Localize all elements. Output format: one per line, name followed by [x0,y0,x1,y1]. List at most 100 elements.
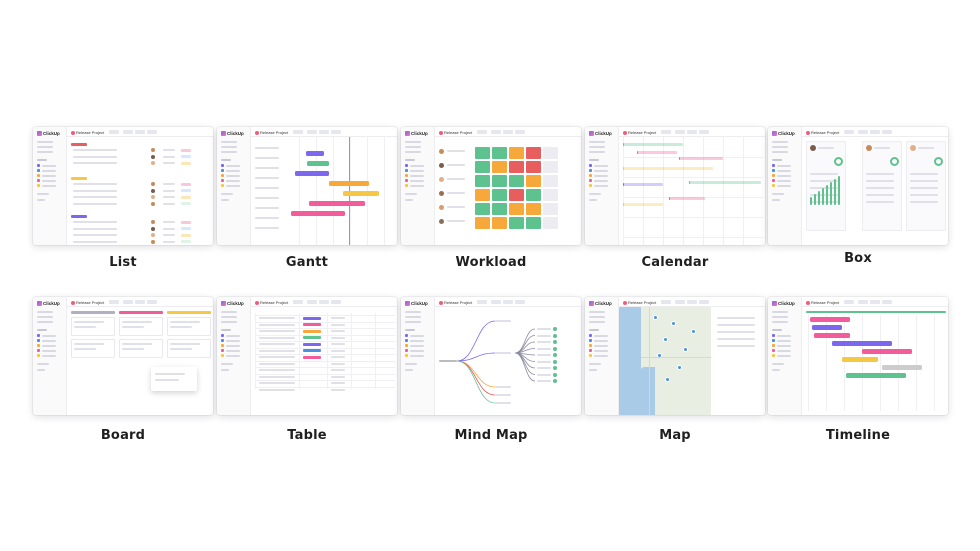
project-title: Release Project [71,300,104,305]
sidebar-row [226,179,240,182]
sidebar-row [37,193,49,195]
space-icon [589,344,592,347]
workload-bar [830,182,832,205]
calendar-column [623,137,624,245]
mini-topbar: Release Project [67,297,213,307]
sidebar-row [777,334,791,337]
calendar-column [643,137,644,245]
view-card-box[interactable]: ClickUp Release Project Box [768,127,948,266]
avatar-group [771,406,783,412]
table-column-line [255,313,256,389]
calendar-event [689,181,761,184]
map-task-row [717,331,755,333]
timeline-bar [846,373,906,378]
view-tab [123,300,133,304]
mindmap-branch [456,360,496,388]
table-cell [259,317,295,319]
status-pill [303,336,321,339]
space-icon [772,334,775,337]
leaf-status-dot [553,372,557,377]
mini-topbar: Release Project [435,127,581,137]
project-icon [439,130,443,135]
workload-cell [509,189,524,201]
view-card-gantt[interactable]: ClickUp Release Project Gantt [217,127,397,270]
view-caption: Table [287,428,327,443]
sidebar-row [594,334,608,337]
project-name: Release Project [444,300,473,305]
workload-cell [475,189,490,201]
member-avatar [439,163,444,168]
project-title: Release Project [439,300,472,305]
view-card-board[interactable]: ClickUp Release Project Board [33,297,213,443]
box-task [810,180,838,182]
mindmap-branch [456,360,496,396]
mindmap-branch [456,320,496,362]
mini-logo: ClickUp [37,131,60,137]
logo-icon [405,131,410,137]
view-card-mindmap[interactable]: ClickUp Release Project Mind Map [401,297,581,443]
assignee-avatar [151,161,155,165]
priority-badge [181,227,191,230]
table-row-line [255,334,395,336]
sidebar-row [777,344,791,347]
mindmap-branch [514,328,536,354]
view-card-list[interactable]: ClickUp Release Project List [33,127,213,270]
project-icon [255,130,259,135]
view-card-calendar[interactable]: ClickUp Release Project Calendar [585,127,765,270]
workload-bar [822,188,824,205]
sidebar-heading [221,329,231,331]
table-cell [331,369,345,371]
view-tab [858,300,868,304]
view-card-map[interactable]: ClickUp Release Project Map [585,297,765,443]
sidebar-heading [589,329,599,331]
mini-sidebar: ClickUp [33,297,67,415]
assignee-avatar [151,195,155,199]
gantt-row-label [255,157,279,159]
workload-cell [526,217,541,229]
view-tab [307,130,317,134]
table-column-line [351,313,352,389]
box-name [874,147,890,149]
sidebar-row [410,174,424,177]
member-name [447,178,465,180]
sidebar-row [777,179,791,182]
timeline-gridline [844,315,845,411]
table-cell [331,388,345,391]
mini-logo: ClickUp [772,131,795,137]
assignee-avatar [151,188,155,193]
gantt-row-label [255,217,279,219]
view-tab [147,130,157,134]
space-icon [37,179,40,182]
sidebar-row [42,349,56,352]
project-icon [71,300,75,305]
mini-topbar: Release Project [435,297,581,307]
gantt-gridline [299,137,300,245]
view-tab [293,130,303,134]
timeline-view-thumbnail: ClickUp Release Project [768,297,948,415]
workload-cell [492,189,507,201]
assignee-avatar [151,148,155,152]
table-cell [259,323,295,326]
task-name [73,162,117,164]
task-name [73,183,117,185]
sidebar-heading [37,329,47,331]
mindmap-leaf [537,380,551,382]
mini-sidebar: ClickUp [401,297,435,415]
project-name: Release Project [76,300,105,305]
priority-badge [181,161,191,165]
view-card-table[interactable]: ClickUp Release Project Table [217,297,397,443]
view-card-workload[interactable]: ClickUp Release Project Workload [401,127,581,270]
map-pin [663,337,668,342]
space-icon [772,339,775,342]
mindmap-node [495,402,511,404]
mini-main [435,307,581,415]
workload-cell [543,161,558,173]
card-title [74,326,96,328]
assignee-avatar [151,239,155,244]
workload-cell [509,175,524,187]
box-task [910,173,938,175]
due-date [163,227,175,230]
project-title: Release Project [623,300,656,305]
view-tab [661,300,671,304]
view-card-timeline[interactable]: ClickUp Release Project Timeline [768,297,948,443]
